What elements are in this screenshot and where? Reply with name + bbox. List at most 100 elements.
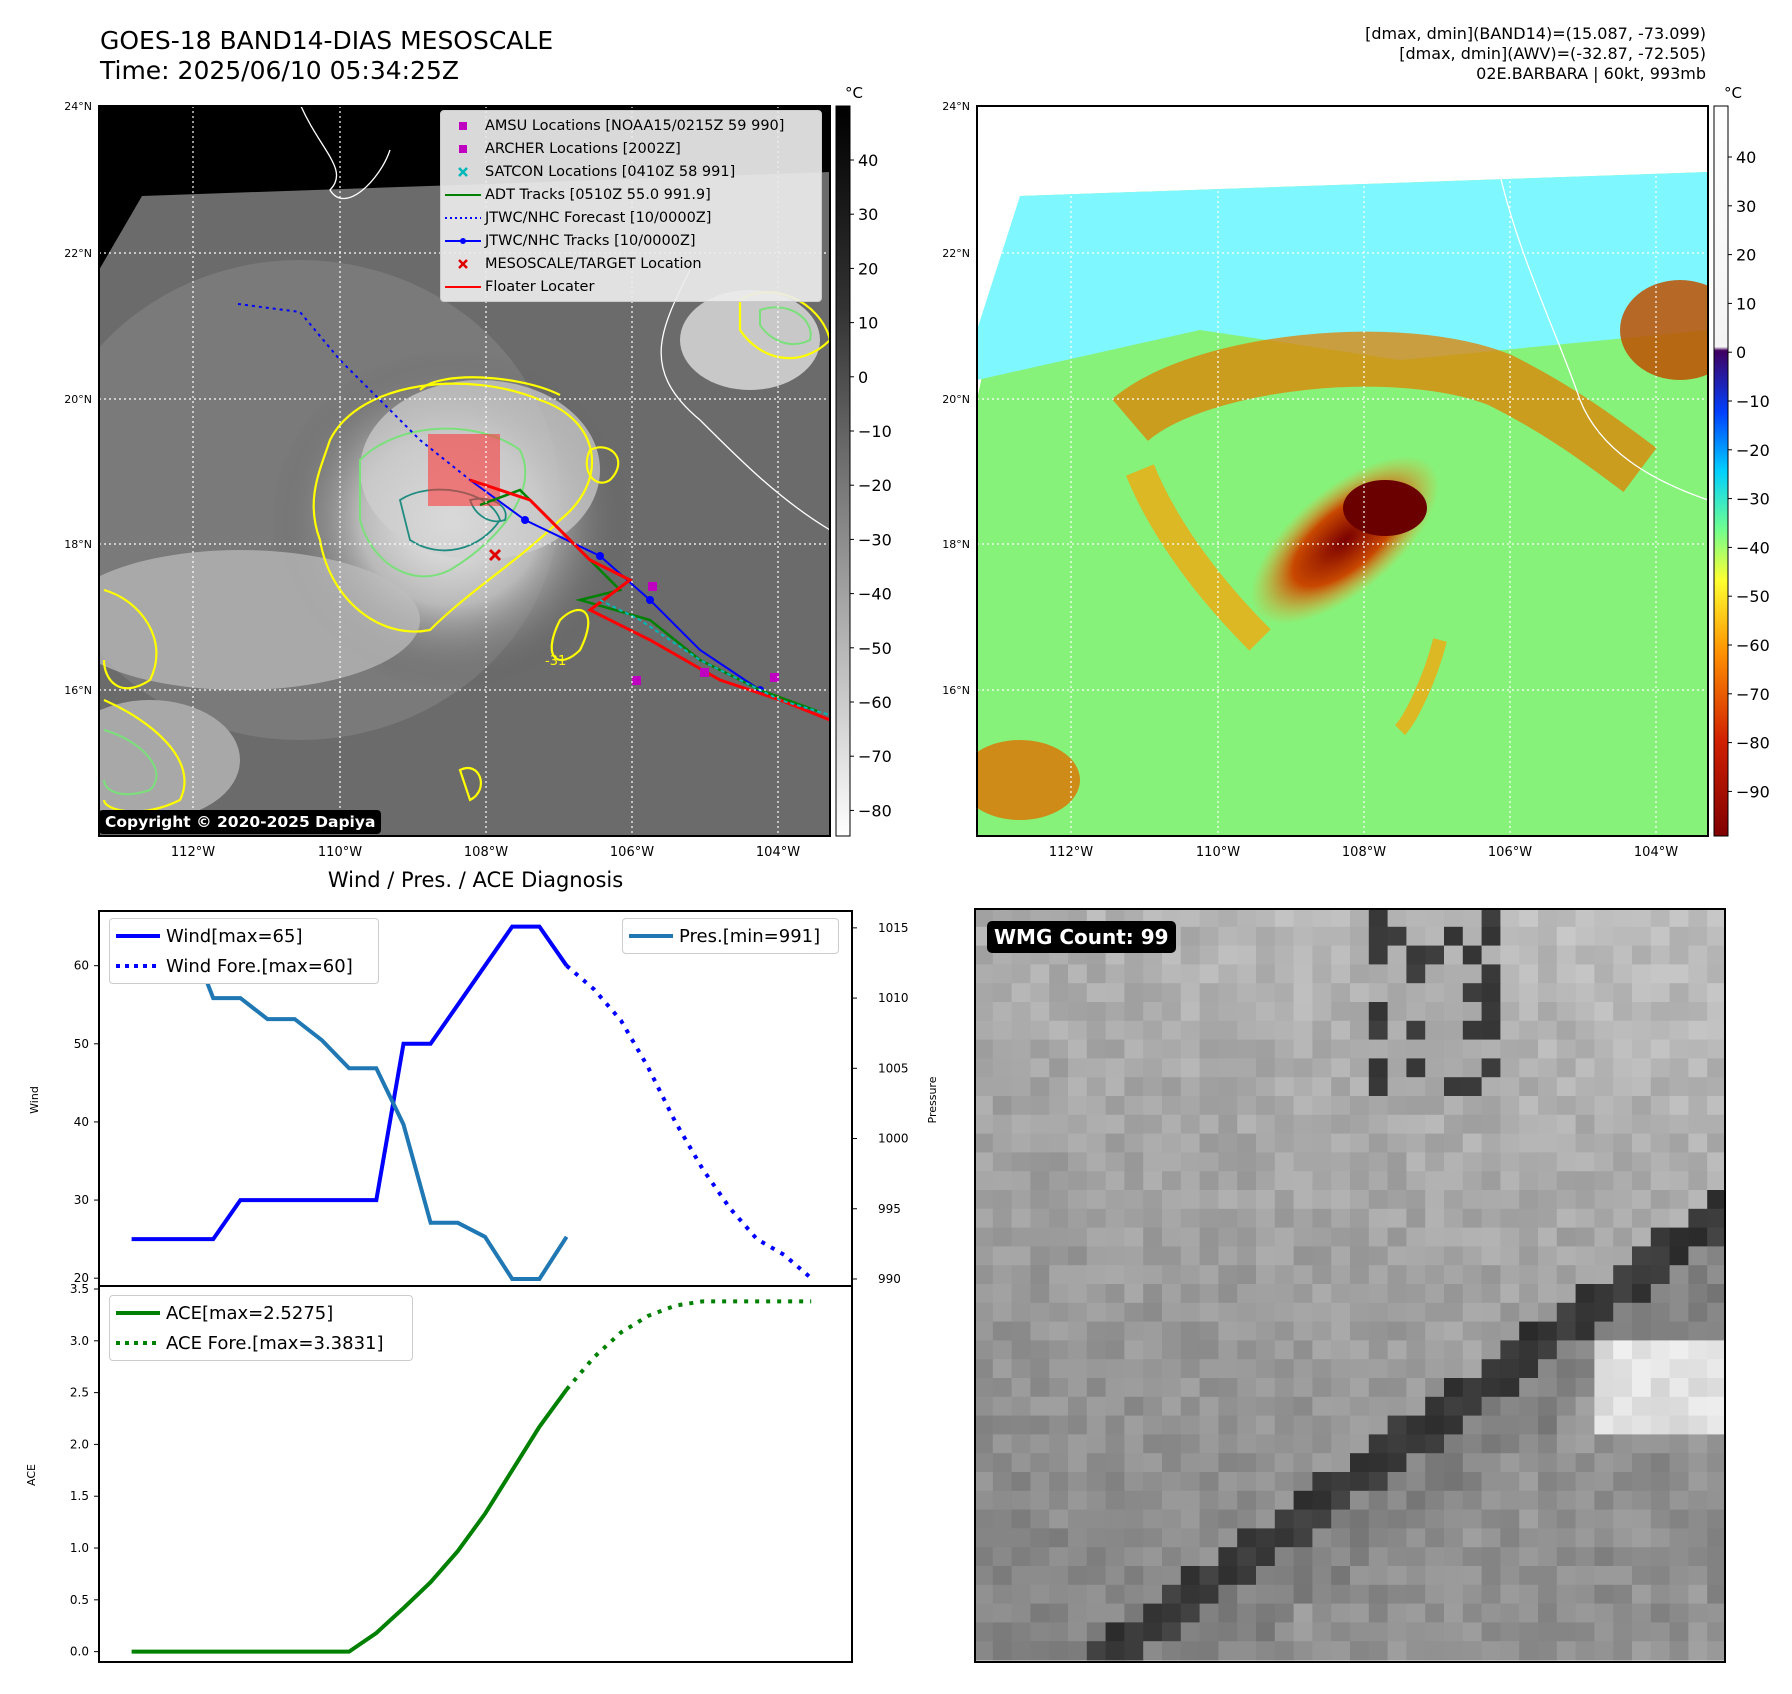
ace-line — [131, 1388, 569, 1654]
wind-legend: Wind[max=65] Wind Fore.[max=60] — [109, 918, 379, 984]
awv-map-panel: °C 403020100−10−20−30−40−50−60−70−80−90 … — [942, 84, 1770, 860]
legend-marker-icon — [441, 284, 485, 290]
lat-tick-label: 16°N — [64, 684, 92, 697]
legend-marker-icon — [441, 143, 485, 155]
awv-colorbar-unit: °C — [1724, 84, 1742, 102]
wind-forecast-legend-entry: Wind Fore.[max=60] — [116, 955, 353, 977]
ir-colorbar-ticks: 40 30 20 10 0 −10 −20 −30 −40 −50 −60 −70 −80 — [850, 151, 892, 820]
pressure-ytick-label: 1005 — [878, 1061, 909, 1075]
pressure-legend: Pres.[min=991] — [622, 918, 839, 954]
target-marker — [488, 548, 502, 562]
ir-colorbar-unit: °C — [845, 84, 863, 102]
wind-ytick-label: 50 — [74, 1037, 89, 1051]
colorbar-tick-label: −60 — [1736, 636, 1770, 655]
legend-label: JTWC/NHC Forecast [10/0000Z] — [485, 209, 712, 226]
lon-tick-label: 110°W — [1196, 845, 1240, 860]
colorbar-tick-label: −10 — [858, 422, 892, 441]
lat-tick-label: 18°N — [64, 538, 92, 551]
wind-legend-entry: Wind[max=65] — [116, 925, 303, 947]
lon-tick-label: 112°W — [171, 845, 215, 860]
title-line-1: GOES-18 BAND14-DIAS MESOSCALE — [100, 26, 554, 55]
ace-ytick-label: 1.0 — [70, 1541, 89, 1555]
colorbar-tick-label: −20 — [1736, 441, 1770, 460]
colorbar-tick-label: −90 — [1736, 782, 1770, 801]
colorbar-tick-label: 0 — [858, 368, 868, 387]
figure-title: GOES-18 BAND14-DIAS MESOSCALE Time: 2025… — [100, 26, 553, 86]
colorbar-tick-label: −30 — [858, 530, 892, 549]
lat-tick-label: 24°N — [64, 100, 92, 113]
ir-legend-entry: JTWC/NHC Tracks [10/0000Z] — [441, 229, 821, 252]
colorbar-tick-label: 40 — [1736, 148, 1756, 167]
colorbar-tick-label: 0 — [1736, 343, 1746, 362]
ir-legend-entry: JTWC/NHC Forecast [10/0000Z] — [441, 206, 821, 229]
colorbar-tick-label: 20 — [1736, 246, 1756, 265]
lon-tick-label: 112°W — [1049, 845, 1093, 860]
lon-tick-label: 104°W — [1634, 845, 1678, 860]
colorbar-tick-label: −50 — [1736, 587, 1770, 606]
colorbar-tick-label: 40 — [858, 151, 878, 170]
legend-label: SATCON Locations [0410Z 58 991] — [485, 163, 736, 180]
wind-pressure-plot: 20 30 40 50 60 990 995 1000 1005 1010 1015 — [74, 921, 909, 1286]
legend-label: ADT Tracks [0510Z 55.0 991.9] — [485, 186, 711, 203]
colorbar-tick-label: −20 — [858, 476, 892, 495]
contour-value-label: -31 — [545, 654, 566, 669]
ir-legend: AMSU Locations [NOAA15/0215Z 59 990] ARCH… — [440, 110, 822, 302]
wind-ytick-label: 20 — [74, 1271, 89, 1285]
ir-image: -31 — [99, 106, 830, 836]
legend-marker-icon — [441, 192, 485, 198]
awv-colorbar-ticks: 40 30 20 10 0 −10 −20 −30 −40 −50 −60 −70 −80 −90 — [1728, 148, 1770, 801]
pressure-ytick-label: 1000 — [878, 1132, 909, 1146]
satcon-track — [599, 599, 830, 716]
awv-lat-labels: 24°N 22°N 20°N 18°N 16°N — [942, 100, 970, 697]
ir-lat-labels: 24°N 22°N 20°N 18°N 16°N — [64, 100, 92, 697]
diagnosis-title: Wind / Pres. / ACE Diagnosis — [327, 868, 624, 892]
colorbar-tick-label: −50 — [858, 639, 892, 658]
lat-tick-label: 24°N — [942, 100, 970, 113]
legend-marker-icon — [441, 258, 485, 270]
wind-ytick-label: 30 — [74, 1193, 89, 1207]
colorbar-tick-label: −30 — [1736, 490, 1770, 509]
ace-axes-frame — [98, 1285, 853, 1663]
lat-tick-label: 20°N — [942, 393, 970, 406]
ir-map-panel: -31 °C 40 30 20 10 0 −10 −20 −30 −40 −50 −60 −70 −80… — [64, 84, 892, 860]
ace-legend: ACE[max=2.5275] ACE Fore.[max=3.3831] — [109, 1295, 413, 1361]
wind-axis-label: Wind — [28, 1086, 41, 1114]
stats-awv: [dmax, dmin](AWV)=(-32.87, -72.505) — [1399, 44, 1706, 63]
pressure-axis-label: Pressure — [926, 1076, 939, 1123]
legend-label: AMSU Locations [NOAA15/0215Z 59 990] — [485, 117, 785, 134]
lat-tick-label: 22°N — [942, 247, 970, 260]
lon-tick-label: 106°W — [1488, 845, 1532, 860]
legend-marker-icon — [441, 166, 485, 178]
legend-marker-icon — [441, 215, 485, 221]
lon-tick-label: 108°W — [1342, 845, 1386, 860]
ace-ytick-label: 1.5 — [70, 1489, 89, 1503]
wmg-image — [974, 908, 1726, 1661]
colorbar-tick-label: −10 — [1736, 392, 1770, 411]
wmg-panel — [974, 908, 1726, 1663]
wmg-count-badge: WMG Count: 99 — [987, 921, 1176, 953]
colorbar-tick-label: −80 — [858, 801, 892, 820]
colorbar-tick-label: 30 — [1736, 197, 1756, 216]
colder-cloud-contours — [103, 306, 812, 796]
colorbar-tick-label: −70 — [858, 747, 892, 766]
pressure-ytick-label: 1015 — [878, 921, 909, 935]
colorbar-tick-label: 30 — [858, 205, 878, 224]
pressure-ytick-label: 995 — [878, 1202, 901, 1216]
ace-ytick-label: 0.5 — [70, 1593, 89, 1607]
ace-axis-label: ACE — [25, 1464, 38, 1486]
awv-colorbar — [1713, 105, 1729, 837]
colorbar-tick-label: 10 — [1736, 294, 1756, 313]
legend-label: ARCHER Locations [2002Z] — [485, 140, 681, 157]
lon-tick-label: 106°W — [610, 845, 654, 860]
wind-line — [131, 924, 569, 1242]
colorbar-tick-label: −40 — [858, 585, 892, 604]
lat-tick-label: 22°N — [64, 247, 92, 260]
colorbar-tick-label: −80 — [1736, 734, 1770, 753]
amsu-archer-markers — [632, 582, 779, 685]
title-line-2: Time: 2025/06/10 05:34:25Z — [100, 56, 459, 85]
colorbar-tick-label: −60 — [858, 693, 892, 712]
awv-gridlines — [977, 106, 1708, 836]
lat-tick-label: 20°N — [64, 393, 92, 406]
wind-ytick-label: 40 — [74, 1115, 89, 1129]
